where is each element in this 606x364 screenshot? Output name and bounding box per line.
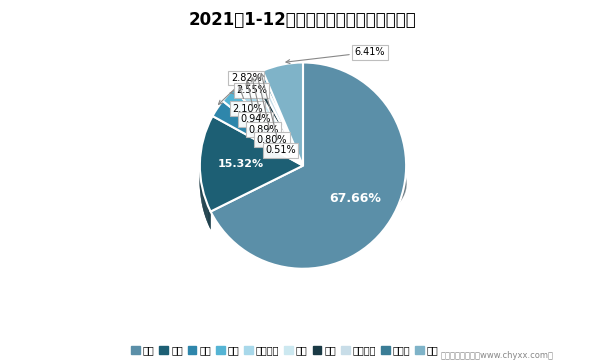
- Text: 0.94%: 0.94%: [241, 81, 271, 124]
- Wedge shape: [211, 63, 406, 269]
- Polygon shape: [207, 204, 208, 223]
- Wedge shape: [234, 80, 303, 166]
- Text: 15.32%: 15.32%: [218, 159, 264, 169]
- Polygon shape: [223, 145, 303, 184]
- Polygon shape: [208, 207, 209, 226]
- Polygon shape: [208, 205, 209, 226]
- Polygon shape: [202, 188, 203, 210]
- Polygon shape: [203, 191, 204, 213]
- Text: 0.51%: 0.51%: [260, 74, 296, 155]
- Wedge shape: [200, 116, 303, 211]
- Polygon shape: [262, 132, 303, 184]
- Legend: 法国, 英国, 德国, 日本, 中国台湾, 美国, 韩国, 澳大利亚, 墨西哥, 其它: 法国, 英国, 德国, 日本, 中国台湾, 美国, 韩国, 澳大利亚, 墨西哥,…: [127, 341, 442, 359]
- Wedge shape: [259, 71, 303, 166]
- Polygon shape: [255, 137, 303, 184]
- Text: 0.80%: 0.80%: [256, 75, 287, 145]
- Text: 2021年1-12月中国烈酒进口额来源地分布: 2021年1-12月中国烈酒进口额来源地分布: [189, 11, 417, 29]
- Wedge shape: [255, 72, 303, 166]
- Polygon shape: [211, 132, 406, 235]
- Polygon shape: [209, 209, 210, 228]
- Wedge shape: [250, 74, 303, 166]
- Wedge shape: [223, 89, 303, 166]
- Polygon shape: [204, 195, 205, 217]
- Wedge shape: [213, 101, 303, 166]
- Text: 2.10%: 2.10%: [232, 87, 262, 114]
- Polygon shape: [207, 202, 208, 223]
- Polygon shape: [259, 136, 303, 184]
- Polygon shape: [209, 208, 211, 230]
- Text: 0.89%: 0.89%: [248, 78, 279, 135]
- Wedge shape: [245, 77, 303, 166]
- Text: 制图：智研咨询（www.chyxx.com）: 制图：智研咨询（www.chyxx.com）: [441, 351, 553, 360]
- Polygon shape: [250, 138, 303, 184]
- Polygon shape: [245, 139, 303, 184]
- Polygon shape: [234, 141, 303, 184]
- Polygon shape: [200, 159, 303, 207]
- Wedge shape: [262, 63, 303, 166]
- Text: 2.55%: 2.55%: [230, 85, 267, 95]
- Polygon shape: [213, 151, 303, 184]
- Text: 67.66%: 67.66%: [330, 192, 382, 205]
- Text: 6.41%: 6.41%: [286, 47, 385, 64]
- Polygon shape: [205, 198, 207, 220]
- Polygon shape: [210, 210, 211, 230]
- Text: 2.82%: 2.82%: [219, 73, 262, 104]
